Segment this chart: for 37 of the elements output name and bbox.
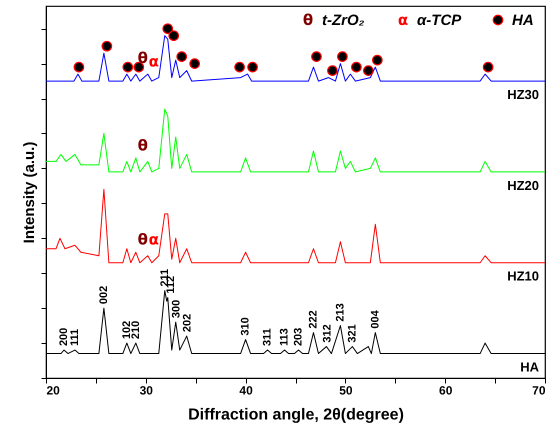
x-tick-label: 40 <box>239 384 254 398</box>
x-tick-label: 50 <box>339 384 353 398</box>
annotation: θ <box>138 136 148 154</box>
annotation: 311 <box>262 328 274 346</box>
annotation: 312 <box>321 324 334 343</box>
annotation: 203 <box>292 328 304 346</box>
annotation: θ <box>302 11 314 29</box>
annotation: 321 <box>346 324 358 343</box>
annotation: α <box>148 230 159 249</box>
series-label: HZ20 <box>507 178 539 193</box>
annotation: 004 <box>369 309 382 329</box>
annotation: 222 <box>307 310 320 329</box>
annotation: α-TCP <box>417 12 462 29</box>
annotation: 202 <box>182 314 194 332</box>
annotation: 200 <box>58 328 70 346</box>
series-label: HZ30 <box>507 87 539 102</box>
legend-label: HA <box>512 12 534 29</box>
x-tick-label: 60 <box>439 384 453 398</box>
annotation: 002 <box>98 286 110 304</box>
x-tick-label: 70 <box>532 384 546 398</box>
annotation: 310 <box>240 317 252 336</box>
annotation: 210 <box>130 320 142 340</box>
annotation: 300 <box>170 300 183 318</box>
annotation: 213 <box>334 303 346 322</box>
y-axis-title: Intensity (a.u.) <box>21 142 38 244</box>
annotation: 111 <box>68 328 81 346</box>
annotation: α <box>398 11 408 29</box>
x-tick-label: 20 <box>46 384 60 398</box>
x-axis-title: Diffraction angle, 2θ(degree) <box>188 406 404 424</box>
annotation: θ <box>138 49 148 68</box>
annotation: 113 <box>278 328 291 346</box>
annotation: α <box>148 52 159 71</box>
series-label: HA <box>520 360 540 375</box>
series-label: HZ10 <box>507 268 539 284</box>
annotation: t-ZrO₂ <box>322 12 365 29</box>
annotation: θ <box>138 230 148 249</box>
x-tick-label: 30 <box>140 384 154 398</box>
